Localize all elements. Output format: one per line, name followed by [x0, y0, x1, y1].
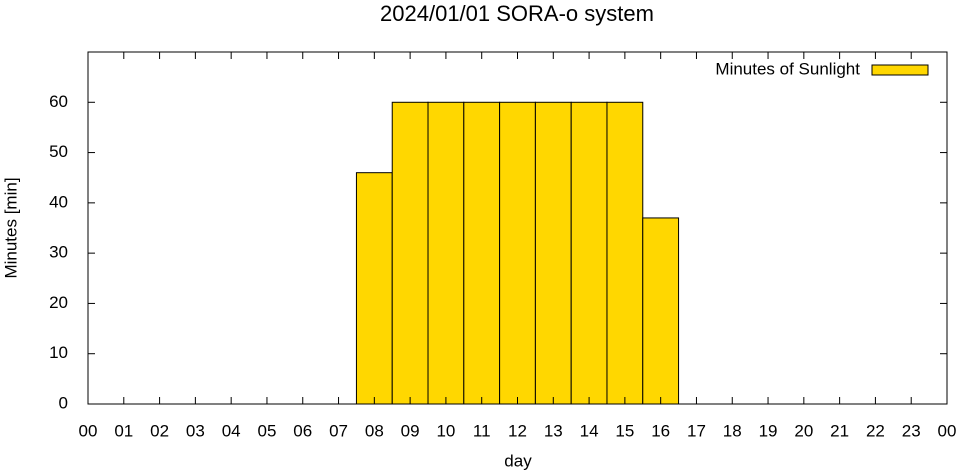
y-tick-label: 20 [49, 293, 68, 312]
x-tick-label: 04 [222, 421, 241, 440]
legend-swatch [871, 64, 929, 76]
x-tick-label: 13 [544, 421, 563, 440]
bar [534, 101, 572, 405]
x-tick-label: 20 [794, 421, 813, 440]
bar [570, 101, 608, 405]
x-tick-label: 06 [293, 421, 312, 440]
x-tick-label: 05 [257, 421, 276, 440]
x-tick-label: 11 [473, 421, 491, 440]
x-tick-label: 12 [508, 421, 527, 440]
y-tick-label: 40 [49, 192, 68, 211]
x-tick-label: 02 [150, 421, 169, 440]
y-tick-label: 50 [49, 142, 68, 161]
bar [606, 101, 644, 405]
x-tick-label: 22 [866, 421, 885, 440]
x-tick-label: 10 [436, 421, 455, 440]
x-tick-label: 14 [580, 421, 599, 440]
x-tick-label: 09 [401, 421, 420, 440]
y-tick-label: 30 [49, 243, 68, 262]
y-tick-label: 60 [49, 92, 68, 111]
x-tick-label: 17 [687, 421, 706, 440]
y-tick-label: 0 [59, 393, 68, 412]
y-tick-label: 10 [49, 343, 68, 362]
x-tick-label: 00 [79, 421, 98, 440]
y-axis-label: Minutes [min] [1, 177, 20, 278]
legend-label: Minutes of Sunlight [715, 59, 860, 78]
bar [427, 101, 465, 405]
x-tick-label: 00 [938, 421, 957, 440]
bar [499, 101, 536, 405]
x-tick-label: 18 [723, 421, 742, 440]
x-tick-label: 19 [759, 421, 778, 440]
x-tick-label: 15 [615, 421, 634, 440]
x-tick-label: 03 [186, 421, 205, 440]
x-tick-label: 23 [902, 421, 921, 440]
x-tick-label: 21 [830, 421, 849, 440]
bar [355, 172, 393, 405]
bar [391, 101, 429, 405]
x-tick-label: 16 [651, 421, 670, 440]
x-tick-label: 08 [365, 421, 384, 440]
x-axis-label: day [504, 451, 532, 470]
bar [463, 101, 501, 405]
x-tick-label: 07 [329, 421, 348, 440]
chart-title: 2024/01/01 SORA-o system [380, 1, 654, 26]
x-tick-label: 01 [114, 421, 133, 440]
bar [642, 217, 680, 405]
